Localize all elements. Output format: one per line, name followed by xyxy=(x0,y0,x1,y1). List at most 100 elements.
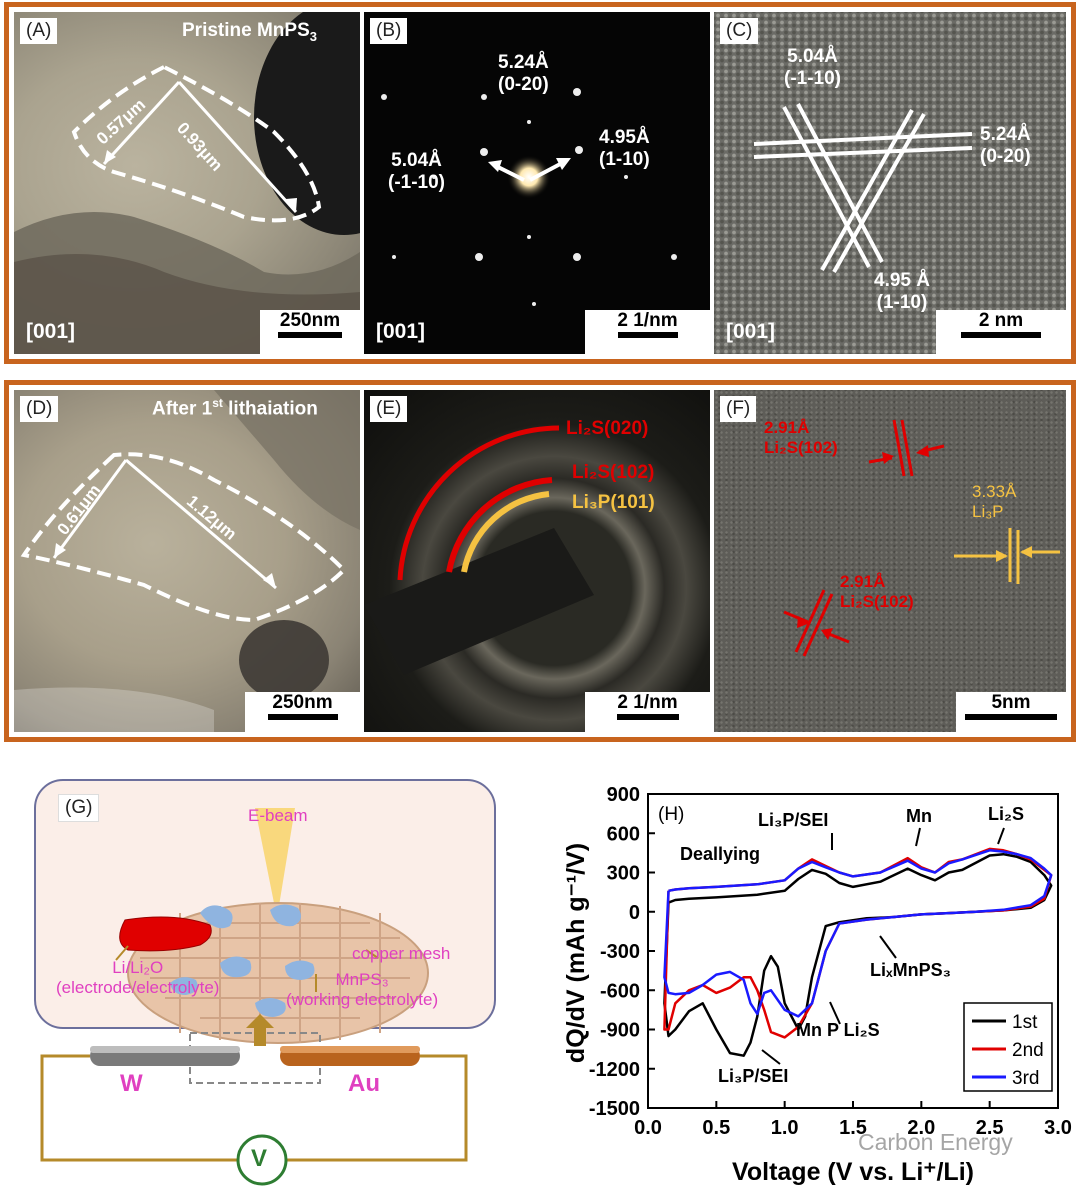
y-tick-label: -1200 xyxy=(589,1059,640,1081)
annotation-li3p-sei-bottom: Li₃P/SEI xyxy=(718,1066,788,1086)
panel-g-lithium-title: Li/Li₂O xyxy=(112,958,164,977)
panel-f-scalebar: 5nm xyxy=(956,692,1066,732)
chart-series xyxy=(663,847,1053,1057)
panel-f-fringe-3: 2.91Å Li₂S(102) xyxy=(840,572,914,612)
panel-e-scalebar-text: 2 1/nm xyxy=(617,692,678,713)
x-tick-label: 2.0 xyxy=(907,1117,935,1139)
annotation-lixmnps3: LiₓMnPS₃ xyxy=(870,960,951,980)
panel-f-scalebar-text: 5nm xyxy=(991,692,1031,713)
panel-b-spot-1-hkl: (0-20) xyxy=(498,74,549,95)
panel-f-fringe-3-d: 2.91Å xyxy=(840,572,886,591)
y-axis-ticks: 900 600 300 0 -300 -600 -900 -1200 -1500 xyxy=(589,784,655,1120)
panel-e-overlay xyxy=(364,425,594,675)
panel-b-spot-2: 4.95Å (1-10) xyxy=(599,127,650,171)
panel-c-fringe-3-hkl: (1-10) xyxy=(876,292,928,313)
panel-d-title: After 1st lithaiation xyxy=(152,396,318,420)
x-tick-label: 1.0 xyxy=(771,1117,799,1139)
series-line-3rd xyxy=(663,849,1053,1018)
panel-b-diffraction: (B) 5.24Å (0-20) 4.95Å (1-10) 5.04Å (-1-10)… xyxy=(364,12,710,354)
y-axis-label: dQ/dV (mAh g⁻¹/V) xyxy=(562,843,590,1063)
panel-c-zone-axis: [001] xyxy=(726,320,776,343)
panel-c-overlay xyxy=(753,103,973,273)
panel-b-overlay xyxy=(381,88,677,306)
y-tick-label: 300 xyxy=(607,863,640,885)
x-tick-label: 2.5 xyxy=(976,1117,1004,1139)
panel-g-lithium-role: (electrode/electrolyte) xyxy=(56,978,220,997)
legend-label-3rd: 3rd xyxy=(1012,1068,1039,1089)
panel-a-zone-axis: [001] xyxy=(26,320,76,343)
annotation-mn-p-li2s: Mn P Li₂S xyxy=(796,1020,880,1040)
panel-h-chart: 900 600 300 0 -300 -600 -900 -1200 -1500 0.0 0.5 1… xyxy=(540,778,1080,1193)
panel-b-spot-1: 5.24Å (0-20) xyxy=(498,52,549,96)
panel-g-mnps3-title: MnPS₃ xyxy=(335,970,389,989)
panel-b-spot-3-d: 5.04Å xyxy=(391,150,442,171)
panel-f-fringe-2-d: 3.33Å xyxy=(972,482,1017,501)
annotation-li3p-sei-top: Li₃P/SEI xyxy=(758,810,828,830)
panel-h-label: (H) xyxy=(658,804,684,825)
panel-a-title-text: Pristine MnPS xyxy=(182,20,310,41)
dqdv-chart: 900 600 300 0 -300 -600 -900 -1200 -1500 0.0 0.5 1… xyxy=(562,784,1072,1186)
panel-c-fringe-1: 5.04Å (-1-10) xyxy=(784,46,841,90)
x-axis-label: Voltage (V vs. Li⁺/Li) xyxy=(732,1158,974,1186)
panel-d-tem-image: (D) After 1st lithaiation 0.61μm 1.12μm … xyxy=(14,390,360,732)
panel-b-scalebar-text: 2 1/nm xyxy=(617,310,678,331)
y-tick-label: 0 xyxy=(629,902,640,924)
panel-b-spot-3: 5.04Å (-1-10) xyxy=(388,150,445,194)
panel-d-title-sup: st xyxy=(212,396,223,410)
panel-g-schematic: (G) E-beam copper mesh Li/Li₂O (electrode… xyxy=(30,778,500,1188)
y-tick-label: -600 xyxy=(600,980,640,1002)
panel-d-scalebar-text: 250nm xyxy=(272,692,333,713)
x-tick-label: 3.0 xyxy=(1044,1117,1072,1139)
panel-c-fringe-2-d: 5.24Å xyxy=(980,124,1031,145)
panel-b-spot-3-hkl: (-1-10) xyxy=(388,172,446,193)
x-tick-label: 0.0 xyxy=(634,1117,662,1139)
panel-g-mnps3-role: (working electrolyte) xyxy=(286,990,439,1009)
panel-g-ebeam-text: E-beam xyxy=(248,806,308,825)
panel-d-title-end: lithaiation xyxy=(222,398,318,420)
panel-c-label: (C) xyxy=(720,18,759,44)
panel-g-label: (G) xyxy=(58,794,100,822)
panel-f-fringe-3-phase: Li₂S(102) xyxy=(840,592,914,611)
panel-a-scalebar-text: 250nm xyxy=(279,310,341,331)
x-tick-label: 1.5 xyxy=(839,1117,867,1139)
panel-c-fringe-1-d: 5.04Å xyxy=(787,46,838,67)
panel-g-diagram xyxy=(34,779,496,1186)
panel-f-fringe-1-d: 2.91Å xyxy=(764,418,810,437)
panel-a-tem-image: (A) Pristine MnPS3 0.57μm 0.93μm [001] 2… xyxy=(14,12,360,354)
panel-f-fringe-1-phase: Li₂S(102) xyxy=(764,438,838,457)
legend-label-1st: 1st xyxy=(1012,1012,1038,1033)
panel-c-fringe-1-hkl: (-1-10) xyxy=(784,68,842,89)
panel-c-fringe-2: 5.24Å (0-20) xyxy=(980,124,1031,168)
panel-d-label: (D) xyxy=(20,396,59,422)
panel-f-fringe-1: 2.91Å Li₂S(102) xyxy=(764,418,838,458)
legend-label-2nd: 2nd xyxy=(1012,1040,1044,1061)
x-axis-ticks: 0.0 0.5 1.0 1.5 2.0 2.5 3.0 xyxy=(634,1101,1072,1139)
panel-g-voltmeter-label: V xyxy=(251,1145,268,1172)
panel-b-spot-2-d: 4.95Å xyxy=(599,127,650,148)
mid-row-frame xyxy=(4,380,1076,742)
annotation-arrows xyxy=(761,827,1005,1065)
panel-e-ring-li3p-101: Li₃P(101) xyxy=(572,492,655,513)
panel-a-title-sub: 3 xyxy=(309,28,317,44)
panel-d-title-text: After 1 xyxy=(152,398,213,420)
panel-a-scalebar: 250nm xyxy=(260,310,360,354)
panel-c-scalebar: 2 nm xyxy=(936,310,1066,354)
panel-g-w-electrode-label: W xyxy=(120,1070,143,1097)
panel-f-label: (F) xyxy=(720,396,757,422)
y-tick-label: -1500 xyxy=(589,1098,640,1120)
panel-c-hrtem: (C) 5.04Å (-1-10) 5.24Å (0-20) 4.95 Å (1-10… xyxy=(714,12,1066,354)
panel-g-au-electrode-label: Au xyxy=(348,1070,380,1097)
panel-a-label: (A) xyxy=(20,18,58,44)
panel-f-fringe-2-phase: Li₃P xyxy=(972,502,1004,521)
panel-f-overlay xyxy=(783,419,1060,657)
panel-e-ring-li2s-102: Li₂S(102) xyxy=(572,462,655,483)
panel-e-diffraction: (E) Li₂S(020) Li₂S(102) Li₃P(101) 2 1/nm xyxy=(364,390,710,732)
panel-f-hrtem: (F) 2.91Å Li₂S(102) 3.33Å Li₃P 2.91Å Li₂S(1… xyxy=(714,390,1066,732)
panel-c-fringe-2-hkl: (0-20) xyxy=(980,146,1031,167)
watermark-text: Carbon Energy xyxy=(858,1129,1013,1155)
y-tick-label: -300 xyxy=(600,941,640,963)
annotation-deallying: Deallying xyxy=(680,844,760,864)
panel-d-scalebar: 250nm xyxy=(245,692,360,732)
panel-g-mnps3-label: MnPS₃ (working electrolyte) xyxy=(286,970,438,1010)
panel-b-label: (B) xyxy=(370,18,408,44)
